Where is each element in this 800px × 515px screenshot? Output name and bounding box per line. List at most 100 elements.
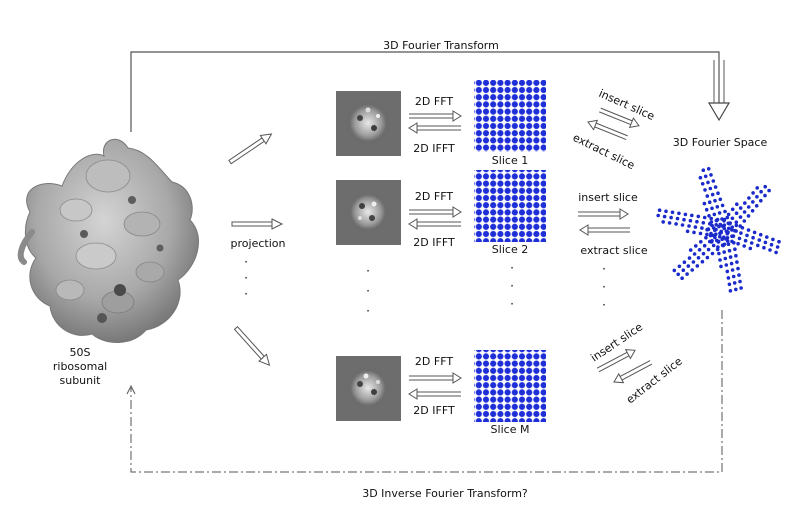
star-dot [762, 245, 766, 250]
star-dot [757, 238, 762, 242]
insert-arrow-2 [578, 208, 629, 220]
star-dot [742, 210, 747, 214]
star-dot [705, 194, 710, 198]
star-dot [701, 251, 706, 256]
star-dot [700, 259, 705, 264]
star-dot [759, 198, 763, 203]
extract-label-m: extract slice [624, 355, 685, 407]
star-dot [734, 287, 738, 292]
star-dot [731, 274, 736, 279]
fft-arrow-1 [409, 110, 462, 122]
star-dot [669, 215, 673, 220]
star-dot [710, 192, 715, 197]
star-dot [696, 255, 701, 260]
star-dot [726, 212, 731, 217]
star-dot [685, 272, 689, 276]
star-dot [749, 241, 754, 245]
projection-arrow-down [233, 325, 271, 366]
extract-label-1: extract slice [571, 131, 637, 172]
star-dot [733, 247, 737, 251]
star-dot [730, 207, 735, 212]
insert-arrow-m [596, 349, 636, 373]
star-dot [685, 229, 690, 234]
slice-ellipsis-3: · [510, 297, 514, 311]
star-dot [767, 188, 771, 193]
star-dot [725, 239, 730, 243]
star-dot [736, 241, 740, 246]
extract-arrow-1 [587, 119, 628, 141]
star-dot [768, 248, 772, 252]
star-dot [759, 189, 763, 194]
star-dot [738, 206, 743, 210]
star-dot [746, 214, 751, 218]
fourier-space-label: 3D Fourier Space [673, 136, 768, 149]
star-dot [738, 215, 743, 219]
star-dot [708, 186, 713, 191]
star-dot [664, 209, 668, 214]
star-dot [737, 236, 742, 241]
star-dot [703, 188, 707, 192]
star-dot [677, 264, 682, 269]
ribosome-3d-model [17, 138, 199, 344]
star-dot [714, 232, 718, 236]
star-dot [736, 266, 740, 271]
star-dot [672, 268, 677, 273]
star-dot [705, 232, 709, 237]
star-dot [730, 228, 734, 232]
forward-transform-path [130, 51, 731, 132]
star-dot [718, 258, 722, 262]
star-dot [727, 248, 732, 253]
image-ellipsis-3: · [366, 304, 370, 318]
star-dot [730, 268, 735, 272]
star-dot [751, 200, 755, 204]
fourier-slice-grid-1 [474, 80, 546, 152]
slice-ellipsis-2: · [510, 279, 514, 293]
star-dot [717, 211, 722, 215]
star-dot [774, 250, 778, 255]
star-dot [732, 281, 737, 285]
star-dot [675, 216, 680, 221]
star-dot [656, 213, 660, 218]
star-dot [718, 222, 723, 227]
fft-label-2: 2D FFT [415, 190, 453, 203]
star-dot [715, 205, 720, 209]
star-dot [723, 256, 728, 261]
star-dot [747, 196, 751, 200]
star-dot [696, 214, 701, 219]
fourier-space-star [656, 167, 781, 293]
star-dot [709, 231, 713, 236]
star-dot [739, 231, 743, 235]
star-dot [681, 268, 686, 273]
fft-label-1: 2D FFT [415, 95, 453, 108]
star-dot [738, 224, 742, 228]
star-dot [692, 252, 697, 256]
star-dot [718, 231, 722, 236]
star-dot [698, 175, 703, 180]
star-dot [734, 223, 739, 228]
star-dot [716, 191, 720, 195]
fft-arrow-m [409, 372, 462, 384]
star-dot [734, 220, 739, 224]
star-dot [729, 261, 734, 266]
star-dot [704, 235, 708, 240]
star-dot [726, 226, 731, 231]
star-dot [720, 243, 725, 247]
star-dot [726, 221, 731, 226]
slice-label-2: Slice 2 [492, 243, 528, 256]
extract-arrow-m [613, 360, 653, 384]
star-dot [674, 222, 678, 226]
star-dot [686, 264, 691, 268]
projection-ellipsis-2: · [244, 271, 248, 285]
ifft-arrow-2 [408, 218, 461, 230]
slice-label-m: Slice M [491, 423, 530, 436]
star-dot [706, 180, 710, 185]
star-dot [709, 216, 713, 221]
projection-image-2 [336, 180, 401, 245]
insert-label-2: insert slice [578, 191, 638, 204]
extract-label-2: extract slice [580, 244, 647, 257]
star-dot [704, 207, 709, 212]
insert-arrow-1 [599, 107, 640, 129]
fourier-slice-grid-2 [474, 170, 546, 242]
insert-ellipsis-3: · [602, 298, 606, 312]
